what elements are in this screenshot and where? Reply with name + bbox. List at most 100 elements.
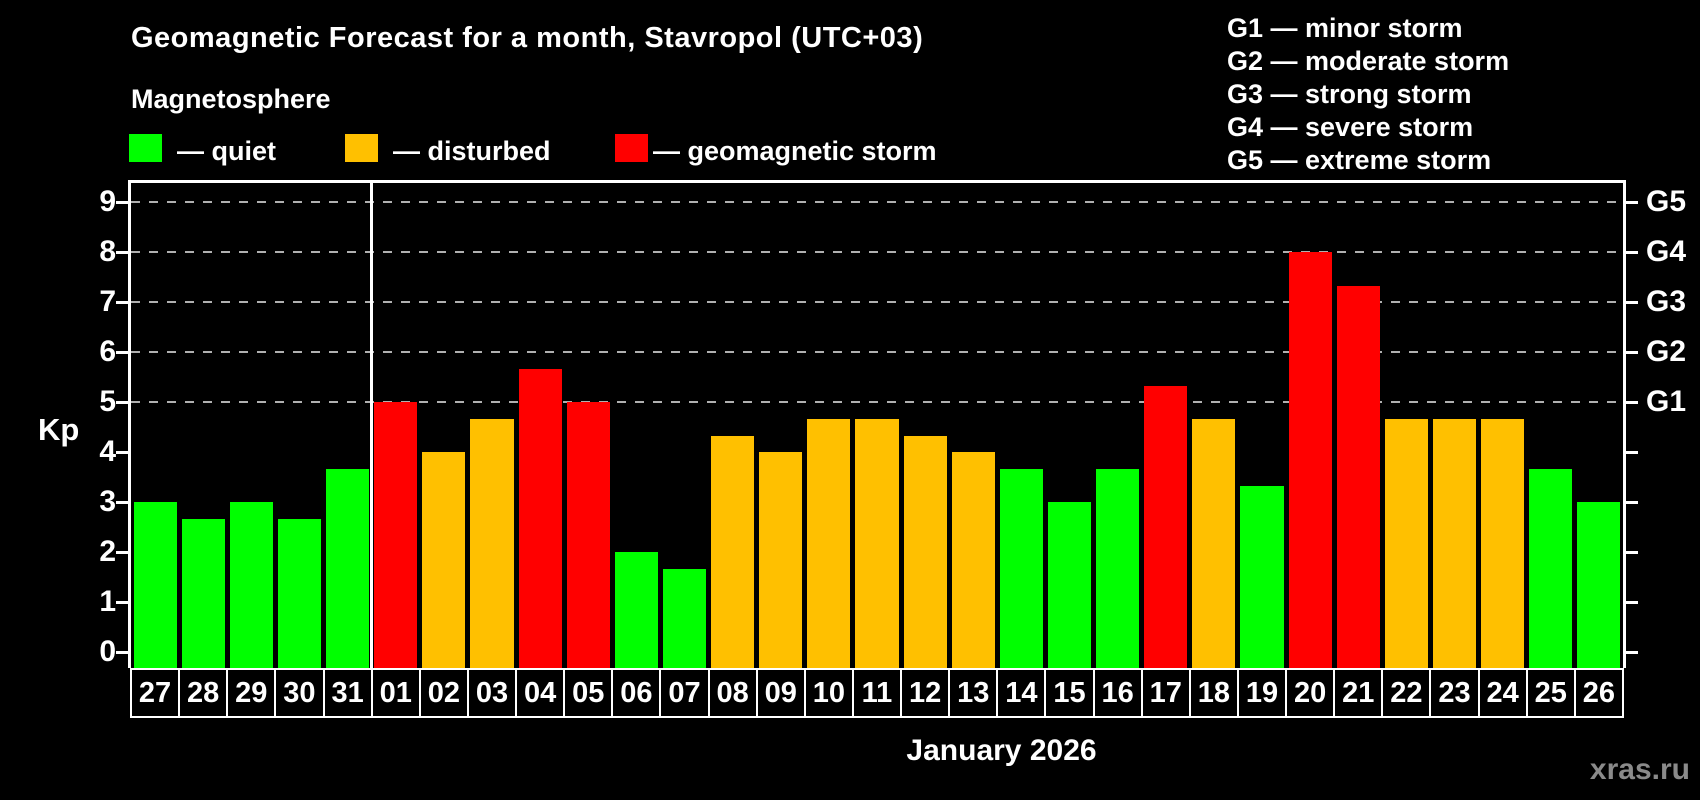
gridline-kp8 [131, 251, 1623, 253]
y-axis-title: Kp [38, 412, 80, 447]
legend-label-storm: — geomagnetic storm [653, 136, 937, 166]
kp-bar-day-18 [1192, 418, 1236, 668]
day-label-31: 31 [322, 668, 373, 718]
kp-bar-day-26 [1577, 502, 1621, 668]
day-label-12: 12 [900, 668, 951, 718]
y-tick-label-6: 6 [99, 335, 116, 368]
g-axis-label-g1: G1 [1646, 385, 1687, 418]
plot-area [128, 180, 1626, 668]
kp-bar-day-28 [181, 518, 225, 668]
kp-bar-day-08 [711, 435, 755, 668]
y-tick-right-1 [1626, 600, 1638, 604]
day-label-08: 08 [707, 668, 758, 718]
g-legend-item-g4: G4 — severe storm [1227, 112, 1474, 142]
kp-bar-day-03 [470, 418, 514, 668]
month-separator [370, 183, 374, 668]
kp-bar-day-19 [1240, 485, 1284, 668]
kp-bar-day-11 [855, 418, 899, 668]
kp-bar-day-27 [133, 502, 177, 668]
kp-bar-day-30 [277, 518, 321, 668]
g-legend-item-g2: G2 — moderate storm [1227, 46, 1510, 76]
day-label-28: 28 [178, 668, 229, 718]
kp-bar-day-06 [614, 552, 658, 668]
y-tick-label-4: 4 [99, 435, 116, 468]
day-label-04: 04 [515, 668, 566, 718]
day-label-20: 20 [1285, 668, 1336, 718]
y-tick-left-5 [116, 400, 128, 404]
y-tick-label-5: 5 [99, 385, 116, 418]
y-tick-label-1: 1 [99, 585, 116, 618]
chart-subtitle: Magnetosphere [131, 84, 331, 114]
chart-title: Geomagnetic Forecast for a month, Stavro… [131, 22, 924, 54]
storm-swatch-icon [615, 134, 648, 162]
kp-bar-day-17 [1144, 385, 1188, 668]
day-label-16: 16 [1092, 668, 1143, 718]
day-label-06: 06 [611, 668, 662, 718]
kp-bar-day-07 [662, 568, 707, 668]
legend-label-quiet: — quiet [177, 136, 276, 166]
day-label-23: 23 [1429, 668, 1480, 718]
watermark: xras.ru [1589, 753, 1690, 786]
disturbed-swatch-icon [345, 134, 378, 162]
kp-bar-day-12 [903, 435, 947, 668]
day-label-17: 17 [1140, 668, 1191, 718]
kp-bar-day-25 [1529, 468, 1573, 668]
kp-bar-day-31 [326, 468, 370, 668]
y-tick-left-6 [116, 350, 128, 354]
y-tick-left-9 [116, 200, 128, 204]
y-tick-right-2 [1626, 550, 1638, 554]
y-tick-label-8: 8 [99, 235, 116, 268]
day-label-29: 29 [226, 668, 277, 718]
day-label-24: 24 [1477, 668, 1528, 718]
day-label-30: 30 [274, 668, 325, 718]
day-label-18: 18 [1188, 668, 1239, 718]
gridline-kp7 [131, 301, 1623, 303]
kp-bar-day-09 [759, 452, 803, 668]
y-tick-left-1 [116, 600, 128, 604]
day-label-07: 07 [659, 668, 710, 718]
y-tick-label-3: 3 [99, 485, 116, 518]
g-axis-label-g5: G5 [1646, 185, 1687, 218]
y-tick-right-6 [1626, 350, 1638, 354]
day-label-27: 27 [130, 668, 181, 718]
y-tick-label-9: 9 [99, 185, 116, 218]
y-tick-right-5 [1626, 400, 1638, 404]
g-axis-label-g3: G3 [1646, 285, 1687, 318]
y-tick-right-7 [1626, 300, 1638, 304]
kp-bar-day-23 [1432, 418, 1477, 668]
kp-bar-day-05 [566, 402, 610, 668]
y-tick-left-2 [116, 550, 128, 554]
quiet-swatch-icon [129, 134, 162, 162]
y-tick-right-0 [1626, 650, 1638, 654]
day-label-11: 11 [851, 668, 903, 718]
day-label-10: 10 [803, 668, 854, 718]
gridline-kp9 [131, 201, 1623, 203]
y-tick-left-4 [116, 450, 128, 454]
gridline-kp6 [131, 351, 1623, 353]
day-label-14: 14 [996, 668, 1047, 718]
day-label-02: 02 [418, 668, 469, 718]
day-label-25: 25 [1525, 668, 1576, 718]
kp-bar-day-24 [1481, 418, 1525, 668]
y-tick-label-2: 2 [99, 535, 116, 568]
g-axis-label-g2: G2 [1646, 335, 1687, 368]
y-tick-left-3 [116, 500, 128, 504]
y-tick-label-7: 7 [99, 285, 116, 318]
g-legend-item-g1: G1 — minor storm [1227, 13, 1463, 43]
day-label-05: 05 [563, 668, 614, 718]
kp-bar-day-01 [374, 402, 418, 668]
y-tick-right-9 [1626, 200, 1638, 204]
day-label-26: 26 [1573, 668, 1624, 718]
kp-bar-day-16 [1096, 468, 1140, 668]
gridline-kp5 [131, 401, 1623, 403]
kp-bar-day-20 [1288, 252, 1332, 668]
legend-label-disturbed: — disturbed [393, 136, 551, 166]
g-axis-label-g4: G4 [1646, 235, 1687, 268]
day-label-22: 22 [1381, 668, 1432, 718]
y-tick-right-4 [1626, 450, 1638, 454]
y-tick-label-0: 0 [99, 635, 116, 668]
kp-bar-day-13 [951, 452, 995, 668]
y-tick-right-8 [1626, 250, 1638, 254]
kp-bar-day-29 [229, 502, 273, 668]
